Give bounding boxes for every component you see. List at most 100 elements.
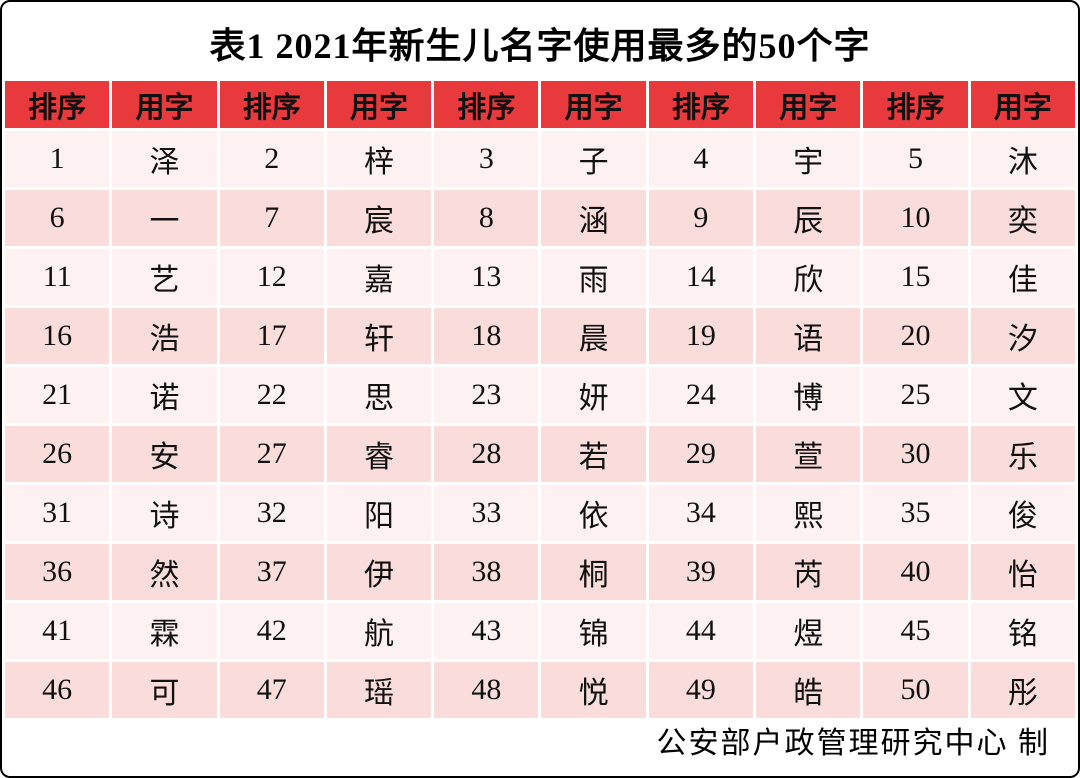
- rank-cell: 5: [863, 131, 968, 187]
- rank-cell: 30: [863, 426, 968, 482]
- rank-cell: 12: [219, 249, 324, 305]
- rank-cell: 36: [5, 544, 110, 600]
- table-row: 26 安 27 睿 28 若 29 萱 30 乐: [5, 426, 1075, 482]
- rank-cell: 24: [648, 367, 754, 423]
- rank-cell: 4: [648, 131, 754, 187]
- rank-cell: 18: [434, 308, 539, 364]
- character-cell: 沐: [970, 131, 1075, 187]
- character-cell: 浩: [112, 308, 217, 364]
- rank-cell: 6: [5, 190, 110, 246]
- character-cell: 皓: [756, 662, 861, 718]
- character-cell: 锦: [541, 603, 646, 659]
- rank-cell: 16: [5, 308, 110, 364]
- character-cell: 宸: [326, 190, 432, 246]
- col-header-character: 用字: [541, 81, 646, 128]
- rank-cell: 17: [219, 308, 324, 364]
- character-cell: 文: [970, 367, 1075, 423]
- col-header-character: 用字: [756, 81, 861, 128]
- rank-cell: 3: [434, 131, 539, 187]
- character-cell: 艺: [112, 249, 217, 305]
- rank-cell: 46: [5, 662, 110, 718]
- character-cell: 煜: [756, 603, 861, 659]
- character-cell: 涵: [541, 190, 646, 246]
- rank-cell: 43: [434, 603, 539, 659]
- col-header-rank: 排序: [434, 81, 539, 128]
- character-cell: 航: [326, 603, 432, 659]
- rank-cell: 39: [648, 544, 754, 600]
- character-cell: 诗: [112, 485, 217, 541]
- rank-cell: 29: [648, 426, 754, 482]
- rank-cell: 45: [863, 603, 968, 659]
- rank-cell: 40: [863, 544, 968, 600]
- character-cell: 萱: [756, 426, 861, 482]
- character-cell: 宇: [756, 131, 861, 187]
- table-row: 36 然 37 伊 38 桐 39 芮 40 怡: [5, 544, 1075, 600]
- character-cell: 安: [112, 426, 217, 482]
- character-cell: 轩: [326, 308, 432, 364]
- character-cell: 铭: [970, 603, 1075, 659]
- character-cell: 一: [112, 190, 217, 246]
- rank-cell: 28: [434, 426, 539, 482]
- rank-cell: 44: [648, 603, 754, 659]
- rank-cell: 47: [219, 662, 324, 718]
- rank-cell: 11: [5, 249, 110, 305]
- rank-cell: 33: [434, 485, 539, 541]
- table-row: 21 诺 22 思 23 妍 24 博 25 文: [5, 367, 1075, 423]
- table-row: 6 一 7 宸 8 涵 9 辰 10 奕: [5, 190, 1075, 246]
- rank-cell: 50: [863, 662, 968, 718]
- rank-cell: 10: [863, 190, 968, 246]
- rank-cell: 42: [219, 603, 324, 659]
- col-header-rank: 排序: [863, 81, 968, 128]
- character-cell: 梓: [326, 131, 432, 187]
- character-cell: 伊: [326, 544, 432, 600]
- character-cell: 乐: [970, 426, 1075, 482]
- character-cell: 妍: [541, 367, 646, 423]
- col-header-rank: 排序: [648, 81, 754, 128]
- character-cell: 熙: [756, 485, 861, 541]
- character-cell: 依: [541, 485, 646, 541]
- rank-cell: 27: [219, 426, 324, 482]
- rank-cell: 13: [434, 249, 539, 305]
- table-title: 表1 2021年新生儿名字使用最多的50个字: [209, 26, 871, 66]
- character-cell: 思: [326, 367, 432, 423]
- rank-cell: 22: [219, 367, 324, 423]
- rank-cell: 31: [5, 485, 110, 541]
- table-row: 16 浩 17 轩 18 晨 19 语 20 汐: [5, 308, 1075, 364]
- character-cell: 怡: [970, 544, 1075, 600]
- col-header-rank: 排序: [5, 81, 110, 128]
- character-cell: 俊: [970, 485, 1075, 541]
- character-cell: 奕: [970, 190, 1075, 246]
- rank-cell: 19: [648, 308, 754, 364]
- character-cell: 泽: [112, 131, 217, 187]
- character-cell: 霖: [112, 603, 217, 659]
- rank-cell: 35: [863, 485, 968, 541]
- rank-cell: 8: [434, 190, 539, 246]
- character-cell: 嘉: [326, 249, 432, 305]
- table-row: 31 诗 32 阳 33 依 34 熙 35 俊: [5, 485, 1075, 541]
- header-row: 排序 用字 排序 用字 排序 用字 排序 用字 排序 用字: [5, 81, 1075, 128]
- rank-cell: 20: [863, 308, 968, 364]
- character-cell: 博: [756, 367, 861, 423]
- rank-cell: 32: [219, 485, 324, 541]
- rank-cell: 38: [434, 544, 539, 600]
- character-cell: 芮: [756, 544, 861, 600]
- rank-cell: 48: [434, 662, 539, 718]
- character-cell: 汐: [970, 308, 1075, 364]
- character-cell: 彤: [970, 662, 1075, 718]
- rank-cell: 25: [863, 367, 968, 423]
- character-cell: 若: [541, 426, 646, 482]
- rank-cell: 26: [5, 426, 110, 482]
- rank-cell: 9: [648, 190, 754, 246]
- character-cell: 可: [112, 662, 217, 718]
- character-cell: 欣: [756, 249, 861, 305]
- table-header: 排序 用字 排序 用字 排序 用字 排序 用字 排序 用字: [5, 81, 1075, 128]
- table-body: 1 泽 2 梓 3 子 4 宇 5 沐 6 一 7 宸 8 涵 9 辰 10 奕 11 艺 12 嘉 13 雨 14 欣 15 佳 16 浩 1…: [5, 131, 1075, 718]
- table-row: 41 霖 42 航 43 锦 44 煜 45 铭: [5, 603, 1075, 659]
- character-cell: 睿: [326, 426, 432, 482]
- character-cell: 佳: [970, 249, 1075, 305]
- rank-cell: 49: [648, 662, 754, 718]
- rank-cell: 1: [5, 131, 110, 187]
